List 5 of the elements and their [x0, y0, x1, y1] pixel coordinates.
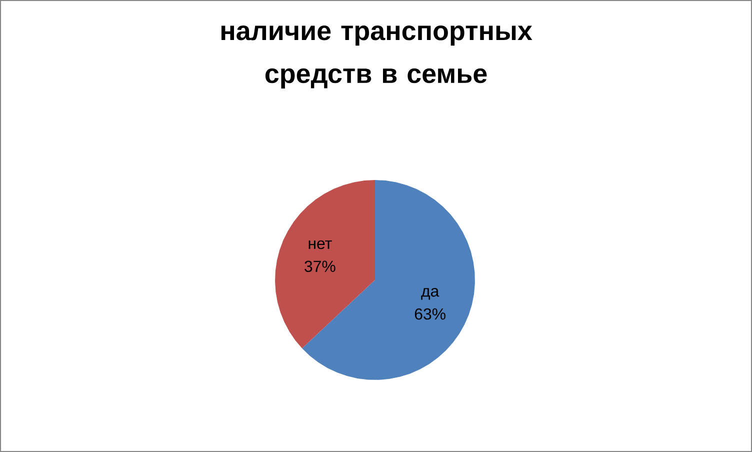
data-label: 63% — [414, 308, 446, 320]
data-label: 37% — [304, 260, 336, 272]
slice-label: да — [421, 288, 440, 300]
chart-title: наличие транспортных средств в семье — [221, 26, 532, 88]
slice-label: нет — [308, 240, 332, 250]
